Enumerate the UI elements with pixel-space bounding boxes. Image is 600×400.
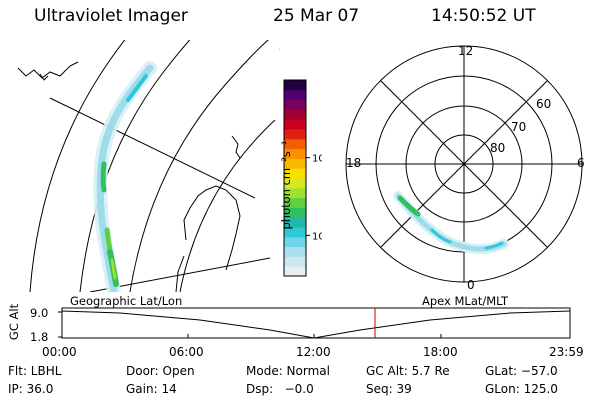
timeline-ytick-max: 9.0 bbox=[30, 306, 49, 320]
colorbar-tick-label: 100 bbox=[312, 154, 322, 165]
mlt-label-0: 0 bbox=[467, 278, 475, 292]
colorbar-band bbox=[284, 266, 306, 277]
aurora-band bbox=[93, 61, 157, 292]
colorbar-band bbox=[284, 138, 306, 150]
timeline-xtick: 06:00 bbox=[169, 345, 204, 359]
info-dsp: Dsp: −0.0 bbox=[246, 382, 314, 396]
colorbar-band bbox=[284, 80, 306, 91]
info-mode: Mode: Normal bbox=[246, 364, 330, 378]
colorbar-band bbox=[284, 109, 306, 120]
date-label: 25 Mar 07 bbox=[273, 6, 360, 26]
lat-circle bbox=[79, 40, 191, 292]
lat-label-70: 70 bbox=[511, 120, 527, 134]
colorbar-band bbox=[284, 168, 306, 179]
coastline bbox=[231, 135, 241, 159]
colorbar-band bbox=[284, 187, 306, 199]
lat-circle bbox=[179, 119, 276, 292]
colorbar-tick-label: 10 bbox=[312, 231, 322, 242]
aurora-oval bbox=[393, 191, 509, 254]
polar-panel-label: Apex MLat/MLT bbox=[422, 294, 509, 308]
lon-line bbox=[49, 97, 256, 199]
mlt-label-18: 18 bbox=[346, 156, 362, 170]
geographic-map-panel bbox=[17, 40, 280, 292]
info-glon: GLon: 125.0 bbox=[485, 382, 558, 396]
colorbar: 100 10 bbox=[283, 79, 322, 277]
timeline-xtick: 00:00 bbox=[42, 345, 77, 359]
coastline bbox=[175, 255, 185, 292]
info-door: Door: Open bbox=[126, 364, 195, 378]
colorbar-band bbox=[284, 207, 306, 218]
colorbar-band bbox=[284, 256, 306, 267]
info-filter: Flt: LBHL bbox=[8, 364, 62, 378]
info-glat: GLat: −57.0 bbox=[485, 364, 558, 378]
colorbar-band bbox=[284, 227, 306, 238]
colorbar-band bbox=[284, 158, 306, 169]
colorbar-band bbox=[284, 178, 306, 189]
timeline-xtick: 18:00 bbox=[423, 345, 458, 359]
polar-plot-panel bbox=[345, 45, 583, 283]
lat-label-60: 60 bbox=[536, 97, 552, 111]
timeline-ylabel: GC Alt bbox=[7, 303, 21, 341]
info-seq: Seq: 39 bbox=[366, 382, 412, 396]
info-ip: IP: 36.0 bbox=[8, 382, 54, 396]
colorbar-band bbox=[284, 148, 306, 159]
coastline bbox=[183, 185, 241, 271]
colorbar-label: photon cm⁻²s⁻¹ bbox=[279, 140, 293, 230]
colorbar-band bbox=[284, 217, 306, 228]
colorbar-band bbox=[284, 197, 306, 208]
info-gc-alt: GC Alt: 5.7 Re bbox=[366, 364, 450, 378]
coastline bbox=[39, 73, 49, 81]
app-title: Ultraviolet Imager bbox=[34, 6, 188, 26]
mlt-label-6: 6 bbox=[577, 156, 585, 170]
altitude-timeline bbox=[58, 307, 571, 339]
lat-label-80: 80 bbox=[490, 141, 506, 155]
time-label: 14:50:52 UT bbox=[431, 6, 536, 26]
colorbar-band bbox=[284, 236, 306, 248]
lat-circle bbox=[29, 40, 126, 292]
mlt-line-diag bbox=[380, 80, 548, 248]
timeline-ytick-min: 1.8 bbox=[30, 330, 49, 344]
timeline-xtick: 23:59 bbox=[549, 345, 584, 359]
colorbar-band bbox=[284, 89, 306, 101]
lat-circle bbox=[129, 40, 280, 292]
colorbar-band bbox=[284, 99, 306, 110]
timeline-xtick: 12:00 bbox=[296, 345, 331, 359]
geographic-panel-label: Geographic Lat/Lon bbox=[70, 294, 183, 308]
info-gain: Gain: 14 bbox=[126, 382, 177, 396]
colorbar-band bbox=[284, 119, 306, 130]
coastline bbox=[17, 61, 79, 79]
colorbar-band bbox=[284, 246, 306, 257]
colorbar-band bbox=[284, 129, 306, 140]
mlt-label-12: 12 bbox=[458, 44, 474, 58]
